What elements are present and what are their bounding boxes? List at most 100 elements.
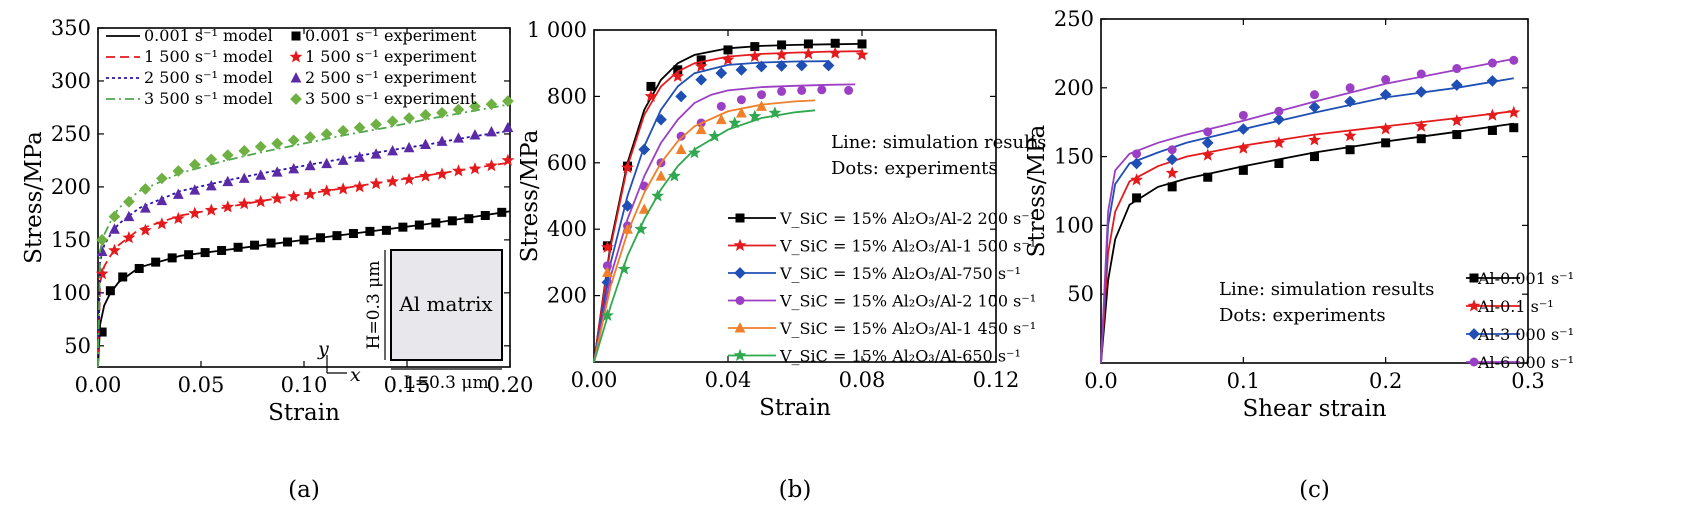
data-point xyxy=(453,132,464,143)
legend-swatch-marker xyxy=(290,72,302,83)
data-point xyxy=(1450,79,1463,91)
series-line xyxy=(1100,58,1514,364)
data-point xyxy=(436,106,448,119)
data-point xyxy=(414,220,424,230)
data-point xyxy=(1509,55,1519,65)
legend-swatch-marker xyxy=(734,322,746,333)
data-point xyxy=(655,113,667,126)
data-point xyxy=(370,118,382,131)
legend-swatch-marker xyxy=(1468,328,1480,340)
inset-rect xyxy=(390,249,503,361)
data-point xyxy=(237,197,251,210)
data-point xyxy=(122,231,136,244)
data-point xyxy=(1415,86,1428,98)
data-point xyxy=(1132,149,1142,159)
data-point xyxy=(204,203,218,216)
x-tick-label: 0.05 xyxy=(178,373,225,397)
data-point xyxy=(205,179,217,191)
plot-frame xyxy=(593,29,997,363)
data-point xyxy=(469,100,481,113)
y-tick-label: 100 xyxy=(1054,213,1094,237)
legend-swatch-marker xyxy=(735,213,745,223)
panel-b: 0.00 0.04 0.08 0.12 200 400 600 800 1 000 Strain S… xyxy=(517,18,1046,503)
y-tick-label: 50 xyxy=(64,334,91,358)
data-point xyxy=(708,129,721,142)
series-line xyxy=(593,83,856,363)
plot-area xyxy=(1100,55,1521,364)
data-point xyxy=(1132,193,1142,203)
data-point xyxy=(1344,95,1356,108)
data-point xyxy=(1201,148,1215,161)
data-point xyxy=(621,200,634,212)
data-point xyxy=(95,267,109,280)
y-tick-label: 100 xyxy=(51,281,91,305)
data-point xyxy=(419,109,432,121)
data-point xyxy=(1310,152,1319,162)
data-point xyxy=(777,86,787,96)
y-axis-label: Stress/MPa xyxy=(517,129,543,262)
data-point xyxy=(803,39,813,49)
y-axis-label: Stress/MPa xyxy=(1024,124,1050,257)
data-point xyxy=(1273,113,1285,126)
y-tick-label: 800 xyxy=(547,84,587,108)
data-point xyxy=(497,207,507,217)
series-line xyxy=(593,60,829,363)
data-point xyxy=(723,45,733,55)
data-point xyxy=(1274,106,1284,116)
x-tick-label: 0.1 xyxy=(1227,369,1260,393)
annotation-line: Dots: experiments xyxy=(1219,305,1386,326)
data-point xyxy=(403,141,415,153)
data-point xyxy=(736,95,746,105)
data-point xyxy=(381,225,391,235)
data-point xyxy=(271,137,284,150)
legend-label: 1 500 s⁻¹ experiment xyxy=(305,47,477,66)
data-point xyxy=(238,145,251,157)
legend-swatch-marker xyxy=(734,267,746,279)
legend-label: Al-0.1 s⁻¹ xyxy=(1477,297,1554,316)
data-point xyxy=(369,177,383,190)
data-point xyxy=(155,217,169,230)
x-tick-label: 0.15 xyxy=(384,373,431,397)
data-point xyxy=(270,191,284,204)
legend-label: V_SiC = 15% Al₂O₃/Al-1 450 s⁻¹ xyxy=(779,319,1036,338)
data-point xyxy=(266,238,276,248)
data-point xyxy=(1509,123,1519,133)
x-axis-label: Strain xyxy=(759,395,831,421)
data-point xyxy=(139,223,152,236)
data-point xyxy=(655,170,667,181)
data-point xyxy=(694,59,708,72)
x-tick-label: 0.10 xyxy=(281,373,328,397)
data-point xyxy=(1345,83,1355,93)
data-point xyxy=(646,81,656,91)
annotation-line: Dots: experiments xyxy=(831,158,998,179)
series-line xyxy=(97,103,511,368)
data-point xyxy=(336,182,350,195)
data-point xyxy=(386,174,399,188)
data-point xyxy=(139,183,152,195)
data-point xyxy=(171,211,185,225)
legend-swatch-marker xyxy=(733,348,747,361)
data-point xyxy=(1203,172,1213,182)
data-point xyxy=(1379,88,1392,101)
data-point xyxy=(200,248,210,258)
data-point xyxy=(189,184,201,195)
data-point xyxy=(1236,141,1250,154)
series-line xyxy=(1100,77,1514,364)
data-point xyxy=(1450,114,1464,127)
data-point xyxy=(431,218,441,228)
data-point xyxy=(315,233,325,243)
data-point xyxy=(435,167,449,180)
legend-label: 0.001 s⁻¹ experiment xyxy=(305,26,477,45)
data-point xyxy=(480,211,490,221)
legend-label: 3 500 s⁻¹ model xyxy=(144,89,273,108)
x-tick-label: 0.00 xyxy=(571,368,618,392)
data-point xyxy=(365,226,375,236)
legend-swatch-marker xyxy=(733,238,747,251)
data-point xyxy=(156,194,168,206)
x-direction-label: x xyxy=(350,364,361,386)
data-point xyxy=(353,121,366,134)
data-point xyxy=(1272,136,1286,149)
data-point xyxy=(1487,125,1497,135)
legend-label: 1 500 s⁻¹ model xyxy=(144,47,273,66)
data-point xyxy=(96,234,108,246)
